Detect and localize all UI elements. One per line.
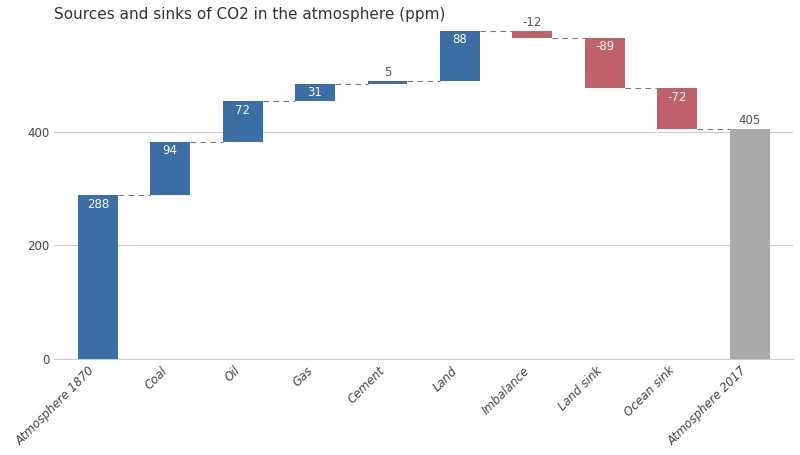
- Bar: [730, 129, 770, 359]
- Text: 88: 88: [453, 34, 467, 46]
- Text: 31: 31: [308, 86, 322, 99]
- Text: 94: 94: [162, 145, 178, 157]
- Text: Sources and sinks of CO2 in the atmosphere (ppm): Sources and sinks of CO2 in the atmosphe…: [54, 7, 446, 22]
- Text: 72: 72: [235, 104, 250, 116]
- Bar: [367, 81, 407, 84]
- Text: 5: 5: [384, 66, 391, 79]
- Bar: [440, 31, 480, 81]
- Text: -12: -12: [522, 16, 542, 29]
- Text: -72: -72: [667, 91, 687, 104]
- Bar: [150, 142, 190, 196]
- Text: -89: -89: [595, 40, 614, 53]
- Text: 288: 288: [86, 198, 109, 211]
- Bar: [78, 196, 118, 359]
- Bar: [658, 88, 697, 129]
- Bar: [222, 101, 262, 142]
- Bar: [585, 38, 625, 88]
- Bar: [295, 84, 335, 101]
- Bar: [513, 31, 552, 38]
- Text: 405: 405: [738, 114, 761, 127]
